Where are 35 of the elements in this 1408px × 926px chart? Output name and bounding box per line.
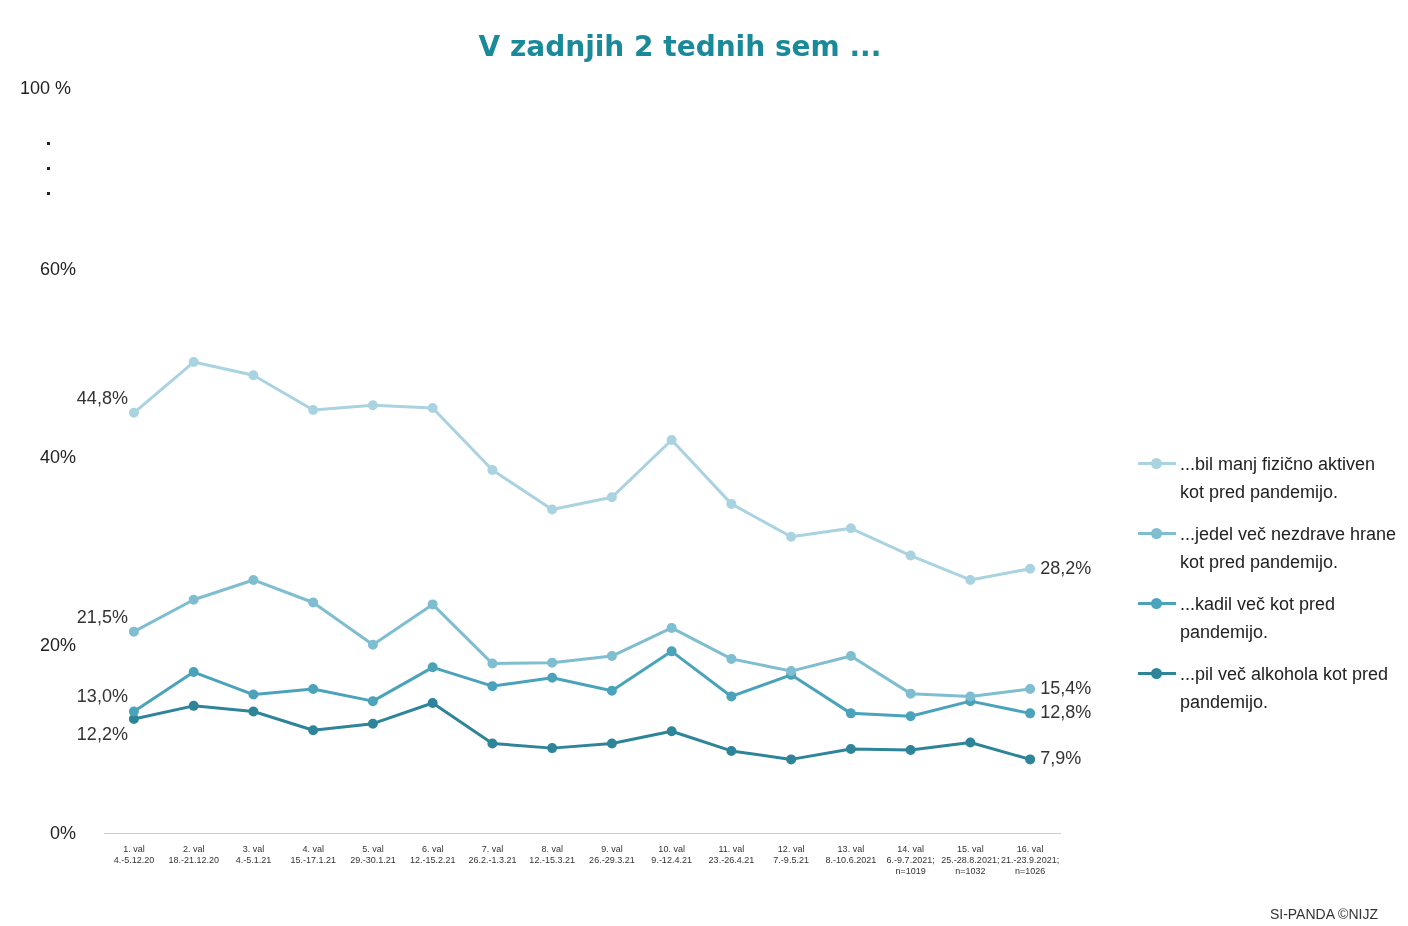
x-tick-label: 3. val 4.-5.1.21 bbox=[235, 844, 272, 866]
x-tick-label: 2. val 18.-21.12.20 bbox=[168, 844, 219, 866]
y-tick-label: 60% bbox=[40, 258, 77, 279]
data-label: 13,0% bbox=[76, 686, 128, 707]
x-tick-label: 5. val 29.-30.1.21 bbox=[350, 844, 396, 866]
x-tick-label: 16. val 21.-23.9.2021; n=1026 bbox=[1001, 844, 1060, 877]
x-tick-label: 6. val 12.-15.2.21 bbox=[409, 844, 456, 866]
legend-label: ...bil manj fizično aktiven kot pred pandemijo. bbox=[1180, 453, 1377, 504]
text: SI-PANDA ©NIJZ bbox=[1269, 906, 1378, 922]
x-tick-label: 9. val 26.-29.3.21 bbox=[589, 844, 635, 866]
x-tick-label: 10. val 9.-12.4.21 bbox=[651, 844, 692, 866]
x-tick-label: 14. val 6.-9.7.2021; n=1019 bbox=[886, 844, 935, 877]
x-tick-label: 1. val 4.-5.12.20 bbox=[113, 844, 155, 866]
x-tick-label: 12. val 7.-9.5.21 bbox=[773, 844, 809, 866]
legend-label: ...jedel več nezdrave hrane kot pred pandemijo. bbox=[1180, 523, 1398, 574]
text: 100 % bbox=[20, 78, 72, 99]
y-tick-label: 20% bbox=[40, 634, 77, 655]
data-label: 12,8% bbox=[1040, 702, 1092, 723]
x-tick-label: 15. val 25.-28.8.2021; n=1032 bbox=[941, 844, 1000, 877]
data-label: 15,4% bbox=[1040, 677, 1092, 698]
x-tick-label: 4. val 15.-17.1.21 bbox=[290, 844, 336, 866]
data-label: 28,2% bbox=[1040, 557, 1092, 578]
chart-title: V zadnjih 2 tednih sem ... bbox=[477, 30, 883, 63]
data-label: 44,8% bbox=[76, 387, 128, 408]
legend-label: ...kadil več kot pred pandemijo. bbox=[1180, 593, 1337, 644]
x-tick-label: 7. val 26.2.-1.3.21 bbox=[468, 844, 517, 866]
data-label: 21,5% bbox=[76, 606, 128, 627]
y-tick-label: 0% bbox=[50, 822, 77, 843]
x-tick-label: 11. val 23.-26.4.21 bbox=[708, 844, 755, 866]
legend-label: ...pil več alkohola kot pred pandemijo. bbox=[1180, 663, 1390, 714]
x-tick-label: 13. val 8.-10.6.2021 bbox=[825, 844, 877, 866]
x-tick-label: 8. val 12.-15.3.21 bbox=[529, 844, 575, 866]
y-tick-label: 40% bbox=[40, 446, 77, 467]
data-label: 7,9% bbox=[1040, 748, 1082, 769]
data-label: 12,2% bbox=[76, 723, 128, 744]
